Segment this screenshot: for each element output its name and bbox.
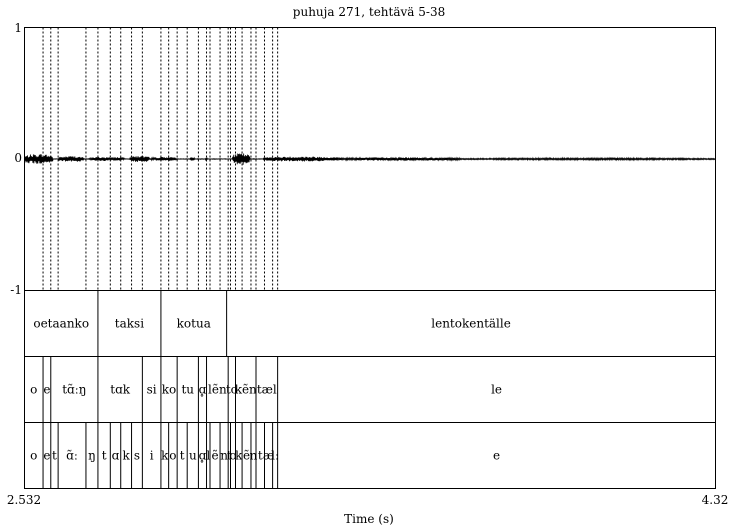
interval-label: ẽ <box>211 449 218 463</box>
interval-label: ŋ <box>88 449 96 463</box>
interval-label: ɑ <box>112 449 120 463</box>
y-tick-label: 0 <box>14 151 22 165</box>
interval-label: tɑ̃ːŋ <box>62 383 86 397</box>
interval-label: o <box>229 449 236 463</box>
interval-label: kẽn <box>235 383 257 397</box>
interval-label: e <box>43 449 50 463</box>
interval-label: e <box>43 383 50 397</box>
interval-label: t <box>52 449 57 463</box>
interval-label: lẽn <box>208 383 227 397</box>
interval-label: l <box>206 449 210 463</box>
x-tick-label: 2.532 <box>7 493 41 507</box>
interval-label: k <box>235 449 243 463</box>
x-tick-label: 4.32 <box>702 493 729 507</box>
interval-label: tu <box>181 383 194 397</box>
interval-label: t <box>102 449 107 463</box>
interval-label: kotua <box>177 317 211 331</box>
interval-label: n <box>220 449 228 463</box>
interval-label: t <box>180 449 185 463</box>
interval-label: le <box>491 383 502 397</box>
waveform-trace <box>24 153 716 165</box>
interval-label: ẽ <box>243 449 250 463</box>
interval-label: ko <box>162 383 177 397</box>
interval-label: n <box>250 449 258 463</box>
interval-label: t <box>227 449 232 463</box>
interval-label: ɑ̥ <box>199 449 207 463</box>
interval-label: ɑ̥ <box>199 383 207 397</box>
tier-segments: o e t ɑ̃ː ŋ t ɑ k s i k o t u ɑ̥ l ẽ ntok ẽ n t ælː e <box>24 422 716 489</box>
interval-label: taksi <box>115 317 144 331</box>
waveform-panel: 1 0 -1 <box>10 21 716 297</box>
interval-label: to <box>226 383 238 397</box>
interval-label: lː <box>271 449 279 463</box>
interval-label: oetaanko <box>33 317 89 331</box>
interval-label: u <box>189 449 197 463</box>
interval-label: tæl <box>257 383 277 397</box>
x-axis-label: Time (s) <box>344 512 394 526</box>
interval-label: s <box>134 449 140 463</box>
interval-label: e <box>493 449 500 463</box>
interval-label: tɑk <box>110 383 131 397</box>
tier-words: oetaanko taksi kotua lentokentälle <box>24 290 716 357</box>
chart-title: puhuja 271, tehtävä 5-38 <box>293 5 445 19</box>
y-tick-label: 1 <box>14 21 22 35</box>
interval-label: ɑ̃ː <box>66 449 78 463</box>
interval-label: o <box>30 383 37 397</box>
interval-label: si <box>147 383 157 397</box>
interval-label: o <box>30 449 37 463</box>
interval-label: k <box>122 449 130 463</box>
interval-label: t <box>258 449 263 463</box>
y-tick-label: -1 <box>10 283 22 297</box>
interval-label: o <box>169 449 176 463</box>
interval-label: k <box>161 449 169 463</box>
waveform-line <box>24 153 716 165</box>
interval-label: lentokentälle <box>431 317 511 331</box>
tier-frame <box>24 422 716 489</box>
interval-label: i <box>150 449 154 463</box>
interval-label: æ <box>263 449 274 463</box>
